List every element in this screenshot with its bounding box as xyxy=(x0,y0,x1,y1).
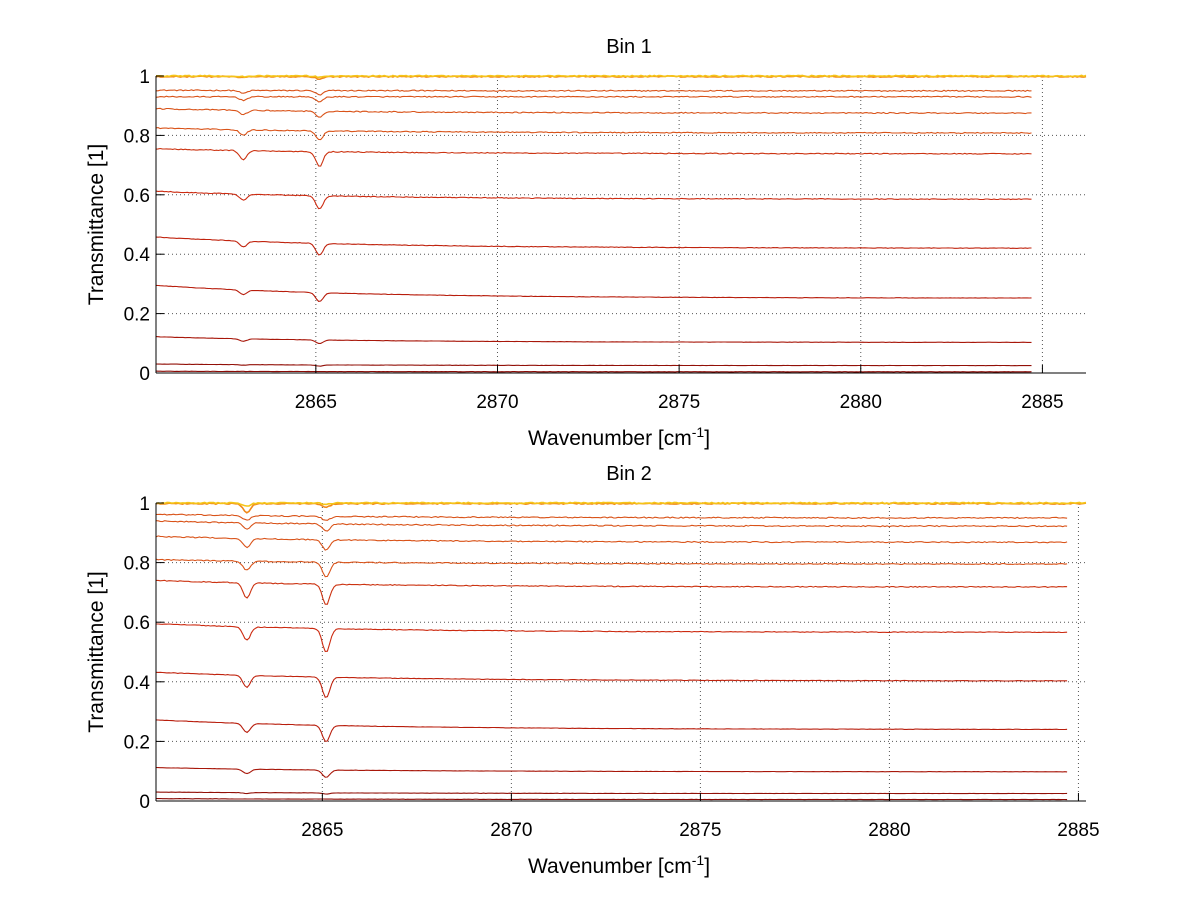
chart-title: Bin 2 xyxy=(606,463,652,485)
y-tick-label-3: 0.6 xyxy=(124,613,150,634)
series-line-3 xyxy=(155,535,1068,551)
y-axis-label: Transmittance [1] xyxy=(85,144,108,305)
y-tick-label-2: 0.4 xyxy=(124,673,151,694)
series-line-7 xyxy=(155,671,1068,698)
y-tick-label-1: 0.2 xyxy=(124,732,150,753)
series-line-13 xyxy=(155,501,1087,507)
series-line-7 xyxy=(155,236,1032,256)
x-tick-label-1: 2870 xyxy=(476,392,518,413)
series-line-12 xyxy=(155,502,1087,514)
y-tick-label-3: 0.6 xyxy=(124,186,150,207)
panel-2: 2865 2870 2875 2880 2885 0 0.2 0.4 0.6 0.8 1 Bin 2 W… xyxy=(85,463,1100,878)
x-axis-label: Wavenumber [cm-1] xyxy=(528,852,710,878)
y-axis-label: Transmittance [1] xyxy=(85,571,108,732)
x-tick-label-3: 2880 xyxy=(840,392,882,413)
series-line-4 xyxy=(155,127,1032,141)
panel-1: 2865 2870 2875 2880 2885 0 0.2 0.4 0.6 0.8 1 Bin 1 W… xyxy=(85,36,1087,450)
series-line-6 xyxy=(156,623,1068,652)
grid-lines xyxy=(156,503,1086,801)
chart-title: Bin 1 xyxy=(606,36,652,58)
series-line-4 xyxy=(155,558,1068,578)
series-group xyxy=(155,501,1087,801)
series-line-11 xyxy=(155,370,1032,373)
x-tick-label-3: 2880 xyxy=(868,820,910,841)
y-tick-label-2: 0.4 xyxy=(124,245,151,266)
series-line-2 xyxy=(155,95,1032,103)
series-line-1 xyxy=(155,513,1068,521)
y-tick-label-0: 0 xyxy=(139,364,150,385)
series-line-10 xyxy=(156,791,1068,795)
series-line-8 xyxy=(155,284,1032,302)
series-line-3 xyxy=(155,107,1032,118)
x-tick-label-0: 2865 xyxy=(301,820,343,841)
series-line-2 xyxy=(155,520,1068,532)
series-line-1 xyxy=(156,89,1032,96)
series-line-9 xyxy=(155,336,1032,344)
x-tick-label-1: 2870 xyxy=(490,820,532,841)
grid-lines xyxy=(156,76,1086,373)
y-tick-label-4: 0.8 xyxy=(124,126,150,147)
x-tick-label-0: 2865 xyxy=(295,392,337,413)
series-line-5 xyxy=(155,147,1032,167)
series-line-9 xyxy=(155,766,1068,778)
y-tick-label-0: 0 xyxy=(139,792,150,813)
y-tick-label-5: 1 xyxy=(139,494,150,515)
x-tick-label-4: 2885 xyxy=(1057,820,1099,841)
x-tick-label-4: 2885 xyxy=(1021,392,1063,413)
x-tick-label-2: 2875 xyxy=(658,392,700,413)
series-line-10 xyxy=(155,363,1032,367)
y-tick-label-4: 0.8 xyxy=(124,554,150,575)
y-tick-label-1: 0.2 xyxy=(124,305,150,326)
series-line-5 xyxy=(156,579,1068,605)
x-axis-label: Wavenumber [cm-1] xyxy=(528,424,710,450)
series-line-6 xyxy=(155,190,1032,210)
series-line-8 xyxy=(155,719,1068,742)
series-group xyxy=(155,74,1087,373)
x-tick-label-2: 2875 xyxy=(679,820,721,841)
series-line-13 xyxy=(156,74,1087,79)
y-tick-label-5: 1 xyxy=(139,67,150,88)
series-line-11 xyxy=(155,797,1068,801)
